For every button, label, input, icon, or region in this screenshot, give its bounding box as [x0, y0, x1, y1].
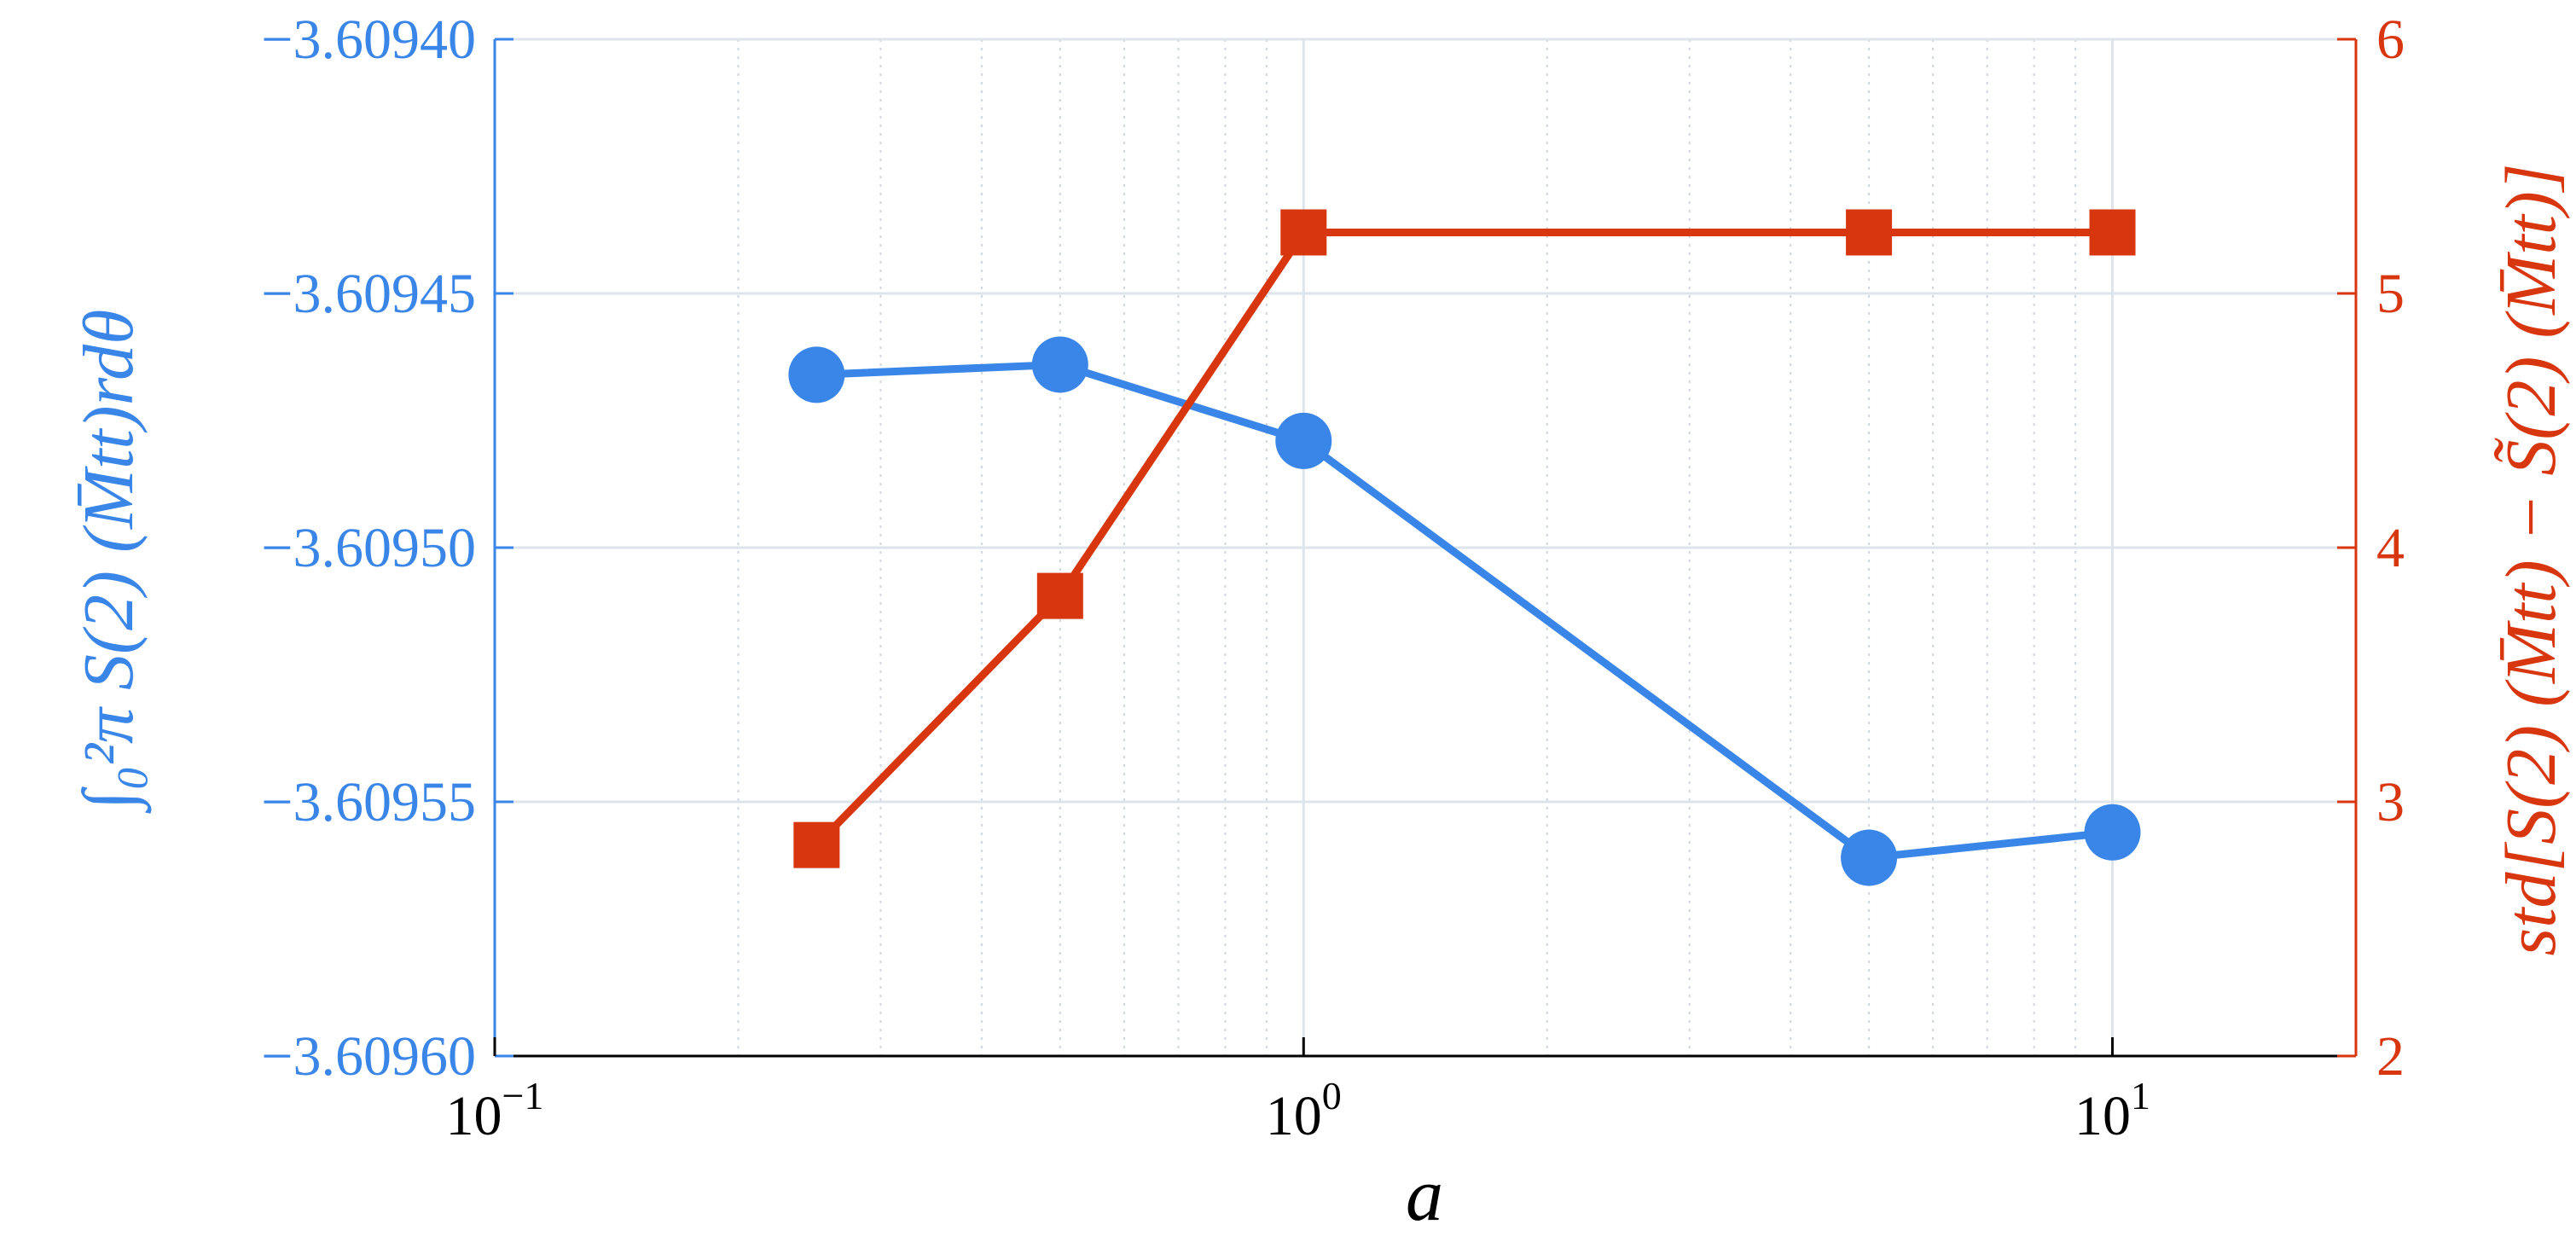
- right-y-tick-label: 3: [2376, 771, 2405, 833]
- circle-data-point: [1031, 336, 1088, 393]
- x-tick-label: 100: [1266, 1074, 1342, 1147]
- square-data-point: [1280, 209, 1327, 256]
- left-y-tick-label: −3.60960: [261, 1025, 476, 1088]
- right-y-tick-label: 4: [2376, 517, 2405, 579]
- right-y-tick-label: 5: [2376, 263, 2405, 325]
- circle-data-point: [788, 346, 845, 403]
- right-y-tick-label: 2: [2376, 1025, 2405, 1088]
- left-y-tick-label: −3.60940: [261, 9, 476, 71]
- right-series-line: [814, 228, 2113, 848]
- left-y-axis-label: ∫₀²π S(2) (M̄tt)rdθ: [69, 310, 152, 815]
- x-tick-label: 10−1: [446, 1074, 544, 1147]
- left-y-tick-label: −3.60950: [261, 517, 476, 579]
- square-data-point: [793, 821, 840, 868]
- right-y-axis-label: std[S(2) (M̄tt) − S̃(2) (M̄tt)]: [2492, 163, 2571, 955]
- axes: [493, 38, 2358, 1058]
- left-y-tick-label: −3.60945: [261, 263, 476, 325]
- left-y-tick-label: −3.60955: [261, 771, 476, 833]
- left-series-line: [816, 360, 2114, 862]
- x-axis-label: a: [1406, 1154, 1443, 1236]
- square-data-point: [2089, 209, 2136, 256]
- grid-lines: [493, 38, 2356, 1058]
- square-data-point: [1846, 209, 1893, 256]
- x-tick-label: 101: [2074, 1074, 2150, 1147]
- square-data-point: [1036, 572, 1083, 619]
- tick-labels: −3.60940 −3.60945 −3.60950 −3.60955 −3.60960…: [261, 9, 2405, 1147]
- data-series: [788, 209, 2141, 886]
- circle-data-point: [1275, 412, 1332, 469]
- right-y-tick-label: 6: [2376, 9, 2405, 71]
- circle-data-point: [2084, 804, 2141, 861]
- circle-data-point: [1841, 829, 1898, 886]
